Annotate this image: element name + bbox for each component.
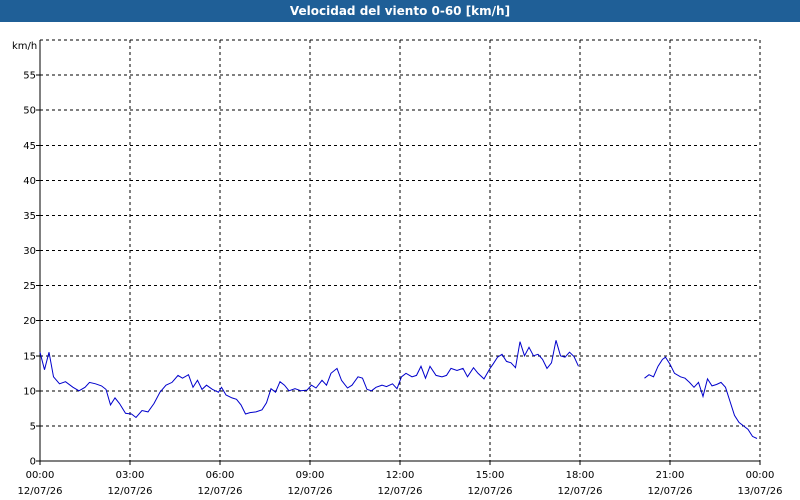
y-tick-label: 0 <box>30 457 36 468</box>
chart-title: Velocidad del viento 0-60 [km/h] <box>0 0 800 22</box>
x-tick-time: 21:00 <box>656 470 685 481</box>
x-tick-date: 12/07/26 <box>468 486 513 497</box>
wind-speed-line <box>644 356 758 439</box>
y-tick-label: 50 <box>23 106 36 117</box>
x-tick-time: 00:00 <box>26 470 55 481</box>
x-tick-date: 13/07/26 <box>738 486 783 497</box>
x-tick-date: 12/07/26 <box>18 486 63 497</box>
series-layer <box>39 340 758 439</box>
y-tick-label: 5 <box>30 421 36 432</box>
x-tick-time: 00:00 <box>746 470 775 481</box>
x-tick-date: 12/07/26 <box>288 486 333 497</box>
x-tick-time: 12:00 <box>386 470 415 481</box>
y-tick-label: 30 <box>23 246 36 257</box>
x-tick-date: 12/07/26 <box>648 486 693 497</box>
y-tick-label: 20 <box>23 316 36 327</box>
grid-layer <box>40 40 760 461</box>
x-tick-time: 18:00 <box>566 470 595 481</box>
y-tick-label: 45 <box>23 141 36 152</box>
y-tick-label: 10 <box>23 386 36 397</box>
x-tick-date: 12/07/26 <box>558 486 603 497</box>
x-tick-time: 06:00 <box>206 470 235 481</box>
x-tick-time: 09:00 <box>296 470 325 481</box>
y-tick-label: 40 <box>23 176 36 187</box>
y-tick-label: 25 <box>23 281 36 292</box>
x-tick-time: 15:00 <box>476 470 505 481</box>
wind-speed-line <box>39 340 579 419</box>
x-tick-date: 12/07/26 <box>108 486 153 497</box>
y-tick-label: 35 <box>23 211 36 222</box>
x-tick-date: 12/07/26 <box>198 486 243 497</box>
axis-layer: 0 5 10 15 20 25 30 35 40 45 50 55 00:00 12/07/26 03:00… <box>18 39 783 497</box>
x-tick-time: 03:00 <box>116 470 145 481</box>
chart-canvas: 0 5 10 15 20 25 30 35 40 45 50 55 00:00 12/07/26 03:00… <box>12 39 783 497</box>
y-axis-label: km/h <box>12 41 37 52</box>
y-tick-label: 55 <box>23 71 36 82</box>
x-tick-date: 12/07/26 <box>378 486 423 497</box>
y-tick-label: 15 <box>23 351 36 362</box>
